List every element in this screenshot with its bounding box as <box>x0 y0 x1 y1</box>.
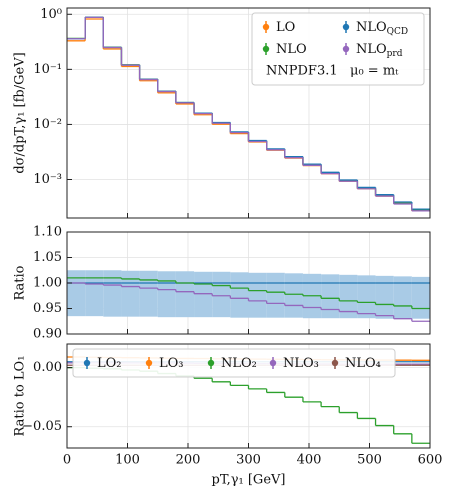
x-tick-label: 600 <box>418 453 443 468</box>
legend-name: NLO₂ <box>221 356 257 371</box>
legend-marker <box>83 359 91 367</box>
y-tick-label: 1.00 <box>33 276 62 291</box>
x-tick-label: 300 <box>236 453 261 468</box>
uncertainty-band <box>194 271 213 318</box>
y-tick-label: 10⁻¹ <box>33 62 62 77</box>
plot-area <box>67 232 430 334</box>
legend-marker <box>331 359 339 367</box>
legend-name: LO₂ <box>97 356 122 371</box>
legend-marker <box>342 45 350 53</box>
y-tick-label: −0.05 <box>22 419 62 434</box>
y-axis-label: Ratio to LO₁ <box>13 356 28 437</box>
uncertainty-band <box>248 272 267 318</box>
annotation: NNPDF3.1 <box>266 64 338 79</box>
legend-label: NLO <box>276 42 307 57</box>
uncertainty-band <box>121 270 140 317</box>
y-tick-label: 10⁻³ <box>33 172 62 187</box>
legend-label: LO <box>276 20 295 35</box>
uncertainty-band <box>375 275 394 319</box>
x-tick-label: 0 <box>63 453 71 468</box>
uncertainty-band <box>103 270 122 317</box>
legend-label: NLO₂ <box>221 356 257 371</box>
legend-name: NLO₃ <box>283 356 319 371</box>
uncertainty-band <box>284 273 303 318</box>
uncertainty-band <box>357 275 376 319</box>
plot-area <box>67 8 430 218</box>
uncertainty-band <box>393 276 412 319</box>
x-axis-label: pT,γ₁ [GeV] <box>212 473 286 488</box>
y-tick-label: 0.95 <box>33 301 62 316</box>
y-tick-label: 1.10 <box>33 225 62 240</box>
y-tick-label: 1.05 <box>33 250 62 265</box>
legend-subscript: QCD <box>387 27 408 37</box>
uncertainty-band <box>175 271 195 318</box>
legend-label: NLO₃ <box>283 356 319 371</box>
uncertainty-band <box>339 274 358 319</box>
uncertainty-band <box>321 274 340 319</box>
legend-label: NLOprd <box>356 42 403 59</box>
legend-label: LO₃ <box>159 356 184 371</box>
uncertainty-band <box>139 270 158 317</box>
uncertainty-band <box>230 272 249 318</box>
y-tick-label: 0.00 <box>33 360 62 375</box>
uncertainty-band <box>157 271 176 318</box>
y-axis-label: Ratio <box>13 265 28 300</box>
axes-frame <box>66 343 431 449</box>
uncertainty-band <box>85 270 104 317</box>
legend-name: NLO <box>356 42 387 57</box>
legend-name: NLO <box>356 20 387 35</box>
legend-name: NLO <box>276 42 307 57</box>
y-tick-label: 10⁻² <box>33 117 62 132</box>
legend-marker <box>262 45 270 53</box>
uncertainty-band <box>67 270 86 317</box>
legend-label: NLOQCD <box>356 20 408 37</box>
legend-box <box>72 348 396 378</box>
legend-marker <box>207 359 215 367</box>
uncertainty-band <box>266 272 285 318</box>
annotation: μ₀ = mₜ <box>350 64 399 79</box>
legend-label: NLO₄ <box>345 356 381 371</box>
axes-frame <box>66 7 431 219</box>
uncertainty-band <box>212 271 231 318</box>
legend-marker <box>145 359 153 367</box>
legend-label: LO₂ <box>97 356 122 371</box>
x-tick-label: 200 <box>176 453 201 468</box>
x-tick-label: 400 <box>297 453 322 468</box>
axes-frame <box>66 231 431 335</box>
legend-marker <box>269 359 277 367</box>
x-tick-label: 500 <box>357 453 382 468</box>
legend-subscript: prd <box>387 49 403 59</box>
y-tick-label: 0.90 <box>33 327 62 342</box>
y-tick-label: 10⁰ <box>40 7 62 22</box>
legend-name: LO₃ <box>159 356 184 371</box>
legend-marker <box>262 23 270 31</box>
legend-name: LO <box>276 20 295 35</box>
x-tick-label: 100 <box>115 453 140 468</box>
y-axis-label: dσ/dpT,γ₁ [fb/GeV] <box>13 52 28 173</box>
legend-box <box>251 12 425 86</box>
legend-name: NLO₄ <box>345 356 381 371</box>
legend-marker <box>342 23 350 31</box>
